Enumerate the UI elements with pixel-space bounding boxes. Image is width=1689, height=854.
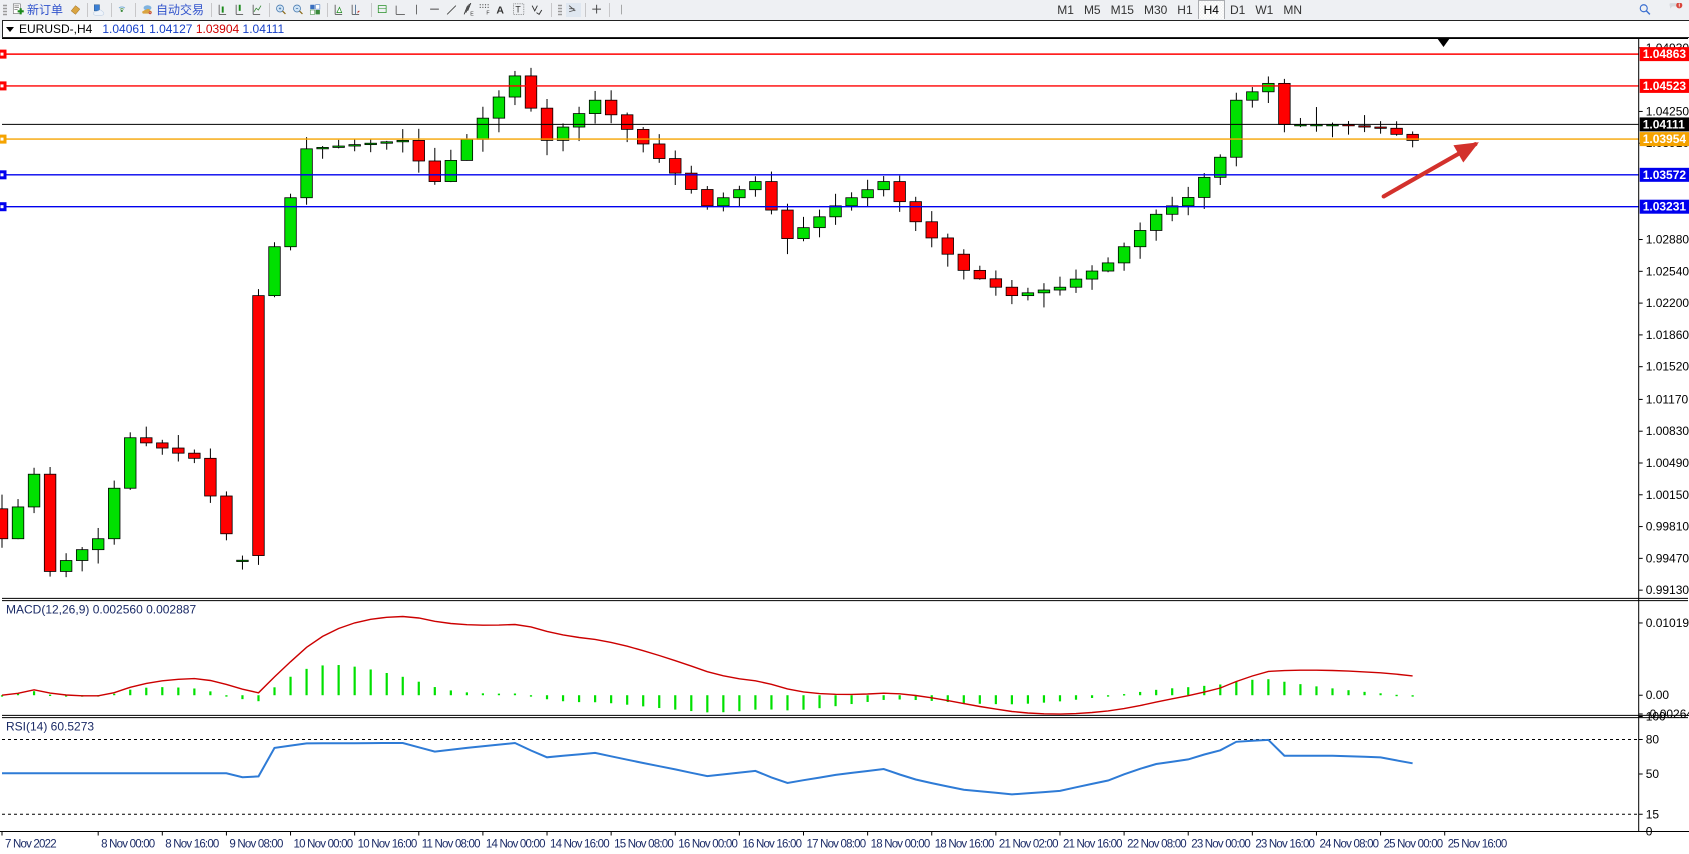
svg-text:1.02880: 1.02880 <box>1646 233 1689 247</box>
svg-text:1.03954: 1.03954 <box>1643 132 1687 146</box>
svg-text:0.00: 0.00 <box>1646 688 1670 702</box>
svg-text:RSI(14) 60.5273: RSI(14) 60.5273 <box>6 720 94 734</box>
svg-text:50: 50 <box>1646 767 1660 781</box>
svg-text:21 Nov 16:00: 21 Nov 16:00 <box>1063 839 1122 851</box>
svg-text:1.00150: 1.00150 <box>1646 488 1689 502</box>
svg-text:1.00490: 1.00490 <box>1646 456 1689 470</box>
svg-text:E: E <box>470 11 474 17</box>
svg-text:16 Nov 00:00: 16 Nov 00:00 <box>678 839 737 851</box>
svg-text:1.04523: 1.04523 <box>1643 79 1687 93</box>
svg-text:1.03231: 1.03231 <box>1643 200 1687 214</box>
svg-text:7 Nov 2022: 7 Nov 2022 <box>5 839 56 851</box>
svg-text:1.04250: 1.04250 <box>1646 104 1689 118</box>
svg-text:17 Nov 08:00: 17 Nov 08:00 <box>807 839 866 851</box>
svg-text:F: F <box>486 10 489 16</box>
svg-text:15: 15 <box>1646 807 1660 821</box>
svg-text:0.99810: 0.99810 <box>1646 520 1689 534</box>
svg-text:15 Nov 08:00: 15 Nov 08:00 <box>614 839 673 851</box>
svg-text:1.02200: 1.02200 <box>1646 296 1689 310</box>
svg-text:10 Nov 16:00: 10 Nov 16:00 <box>358 839 417 851</box>
svg-text:8 Nov 16:00: 8 Nov 16:00 <box>165 839 219 851</box>
svg-text:9 Nov 08:00: 9 Nov 08:00 <box>229 839 283 851</box>
svg-text:21 Nov 02:00: 21 Nov 02:00 <box>999 839 1058 851</box>
svg-text:MACD(12,26,9) 0.002560 0.00288: MACD(12,26,9) 0.002560 0.002887 <box>6 603 196 617</box>
svg-text:0.99470: 0.99470 <box>1646 551 1689 565</box>
svg-text:8 Nov 00:00: 8 Nov 00:00 <box>101 839 155 851</box>
svg-text:100: 100 <box>1646 710 1666 724</box>
svg-text:1.01520: 1.01520 <box>1646 360 1689 374</box>
svg-text:1.04863: 1.04863 <box>1643 47 1687 61</box>
svg-text:T: T <box>515 4 521 14</box>
svg-text:1.04111: 1.04111 <box>1643 117 1685 131</box>
svg-text:16 Nov 16:00: 16 Nov 16:00 <box>742 839 801 851</box>
svg-text:18 Nov 16:00: 18 Nov 16:00 <box>935 839 994 851</box>
svg-text:14 Nov 16:00: 14 Nov 16:00 <box>550 839 609 851</box>
svg-text:23 Nov 00:00: 23 Nov 00:00 <box>1191 839 1250 851</box>
svg-text:18 Nov 00:00: 18 Nov 00:00 <box>871 839 930 851</box>
svg-text:25 Nov 16:00: 25 Nov 16:00 <box>1448 839 1507 851</box>
svg-text:14 Nov 00:00: 14 Nov 00:00 <box>486 839 545 851</box>
svg-text:0.99130: 0.99130 <box>1646 583 1689 597</box>
svg-text:11 Nov 08:00: 11 Nov 08:00 <box>422 839 480 851</box>
svg-text:80: 80 <box>1646 733 1660 747</box>
svg-text:22 Nov 08:00: 22 Nov 08:00 <box>1127 839 1186 851</box>
svg-text:0.010191: 0.010191 <box>1646 616 1689 630</box>
svg-text:1.00830: 1.00830 <box>1646 424 1689 438</box>
svg-text:1.01860: 1.01860 <box>1646 328 1689 342</box>
svg-text:10 Nov 00:00: 10 Nov 00:00 <box>294 839 353 851</box>
svg-text:A: A <box>496 4 504 16</box>
svg-text:24 Nov 08:00: 24 Nov 08:00 <box>1319 839 1378 851</box>
svg-text:25 Nov 00:00: 25 Nov 00:00 <box>1384 839 1443 851</box>
svg-text:1.01170: 1.01170 <box>1646 392 1689 406</box>
svg-text:23 Nov 16:00: 23 Nov 16:00 <box>1255 839 1314 851</box>
svg-text:1.02540: 1.02540 <box>1646 264 1689 278</box>
svg-text:1.03572: 1.03572 <box>1643 168 1687 182</box>
